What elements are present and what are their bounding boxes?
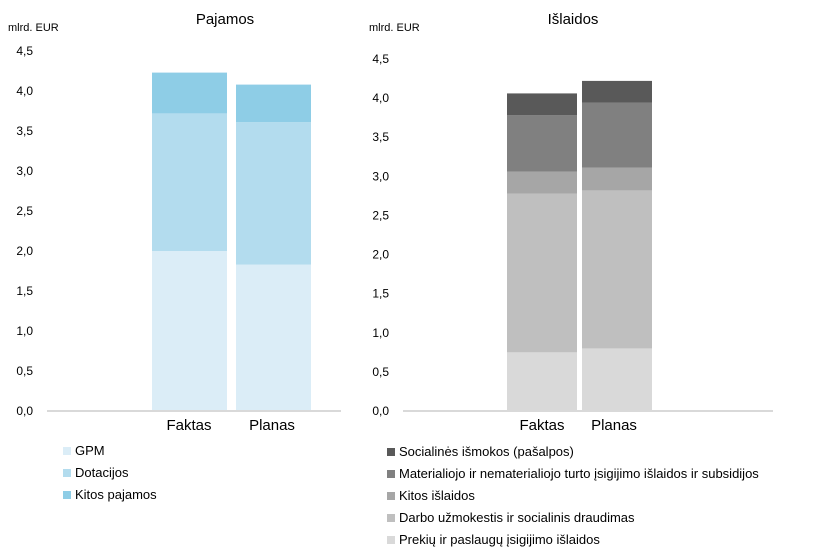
expenditure-legend: Socialinės išmokos (pašalpos) Materialioj… (387, 441, 759, 551)
legend-swatch (63, 469, 71, 477)
bar-segment (582, 348, 652, 411)
bar-segment (582, 167, 652, 191)
y-axis-unit-label: mlrd. EUR (8, 22, 59, 34)
legend-label: Kitos išlaidos (399, 488, 475, 503)
bar-segment (236, 264, 311, 411)
legend-swatch (63, 491, 71, 499)
income-legend: GPM Dotacijos Kitos pajamos (63, 440, 157, 506)
legend-label: GPM (75, 443, 105, 458)
y-tick-label: 0,5 (372, 365, 389, 379)
y-tick-label: 0,5 (16, 364, 33, 378)
y-tick-label: 2,0 (16, 244, 33, 258)
y-tick-label: 3,0 (372, 169, 389, 183)
y-tick-label: 3,5 (372, 130, 389, 144)
category-label: Faktas (166, 417, 211, 434)
bar-segment (152, 72, 227, 114)
legend-item: Kitos išlaidos (387, 485, 759, 507)
income-chart: Pajamos mlrd. EUR 0,0 0,5 1,0 1,5 2,0 2,5 3,0 3,5… (8, 11, 341, 434)
legend-label: Kitos pajamos (75, 487, 157, 502)
y-tick-label: 2,0 (372, 248, 389, 262)
y-tick-label: 1,0 (372, 326, 389, 340)
legend-item: Prekių ir paslaugų įsigijimo išlaidos (387, 529, 759, 551)
y-tick-label: 3,0 (16, 164, 33, 178)
legend-label: Darbo užmokestis ir socialinis draudimas (399, 510, 635, 525)
legend-swatch (387, 470, 395, 478)
bar-segment (236, 122, 311, 265)
category-label: Planas (591, 417, 637, 434)
legend-item: Materialiojo ir nematerialiojo turto įsi… (387, 463, 759, 485)
y-tick-label: 1,5 (372, 287, 389, 301)
bar-segment (152, 113, 227, 252)
chart-title: Išlaidos (548, 11, 599, 28)
bar-segment (152, 251, 227, 411)
legend-item: Darbo užmokestis ir socialinis draudimas (387, 507, 759, 529)
legend-swatch (387, 492, 395, 500)
bar-segment (507, 193, 577, 353)
legend-item: GPM (63, 440, 157, 462)
y-tick-label: 4,0 (372, 91, 389, 105)
y-axis-unit-label: mlrd. EUR (369, 22, 420, 34)
category-label: Planas (249, 417, 295, 434)
bar-segment (582, 190, 652, 349)
bar-segment (507, 171, 577, 194)
bar-segment (507, 93, 577, 116)
bar-segment (582, 80, 652, 103)
y-tick-label: 3,5 (16, 124, 33, 138)
y-tick-label: 1,5 (16, 284, 33, 298)
legend-label: Materialiojo ir nematerialiojo turto įsi… (399, 466, 759, 481)
y-tick-label: 2,5 (16, 204, 33, 218)
legend-label: Dotacijos (75, 465, 129, 480)
legend-label: Socialinės išmokos (pašalpos) (399, 444, 574, 459)
y-tick-label: 0,0 (16, 404, 33, 418)
chart-title: Pajamos (196, 11, 254, 28)
bar-segment (236, 84, 311, 123)
legend-swatch (387, 536, 395, 544)
legend-swatch (387, 448, 395, 456)
y-tick-label: 4,5 (372, 52, 389, 66)
legend-label: Prekių ir paslaugų įsigijimo išlaidos (399, 532, 600, 547)
bar-segment (507, 352, 577, 411)
y-tick-label: 4,0 (16, 84, 33, 98)
y-tick-label: 1,0 (16, 324, 33, 338)
y-tick-label: 4,5 (16, 44, 33, 58)
bar-segment (582, 102, 652, 168)
legend-item: Kitos pajamos (63, 484, 157, 506)
y-tick-label: 0,0 (372, 404, 389, 418)
expenditure-chart: Išlaidos mlrd. EUR 0,0 0,5 1,0 1,5 2,0 2,5 3,0 3,… (369, 11, 773, 434)
y-tick-label: 2,5 (372, 208, 389, 222)
bar-segment (507, 115, 577, 172)
legend-swatch (387, 514, 395, 522)
legend-item: Socialinės išmokos (pašalpos) (387, 441, 759, 463)
legend-swatch (63, 447, 71, 455)
legend-item: Dotacijos (63, 462, 157, 484)
category-label: Faktas (519, 417, 564, 434)
